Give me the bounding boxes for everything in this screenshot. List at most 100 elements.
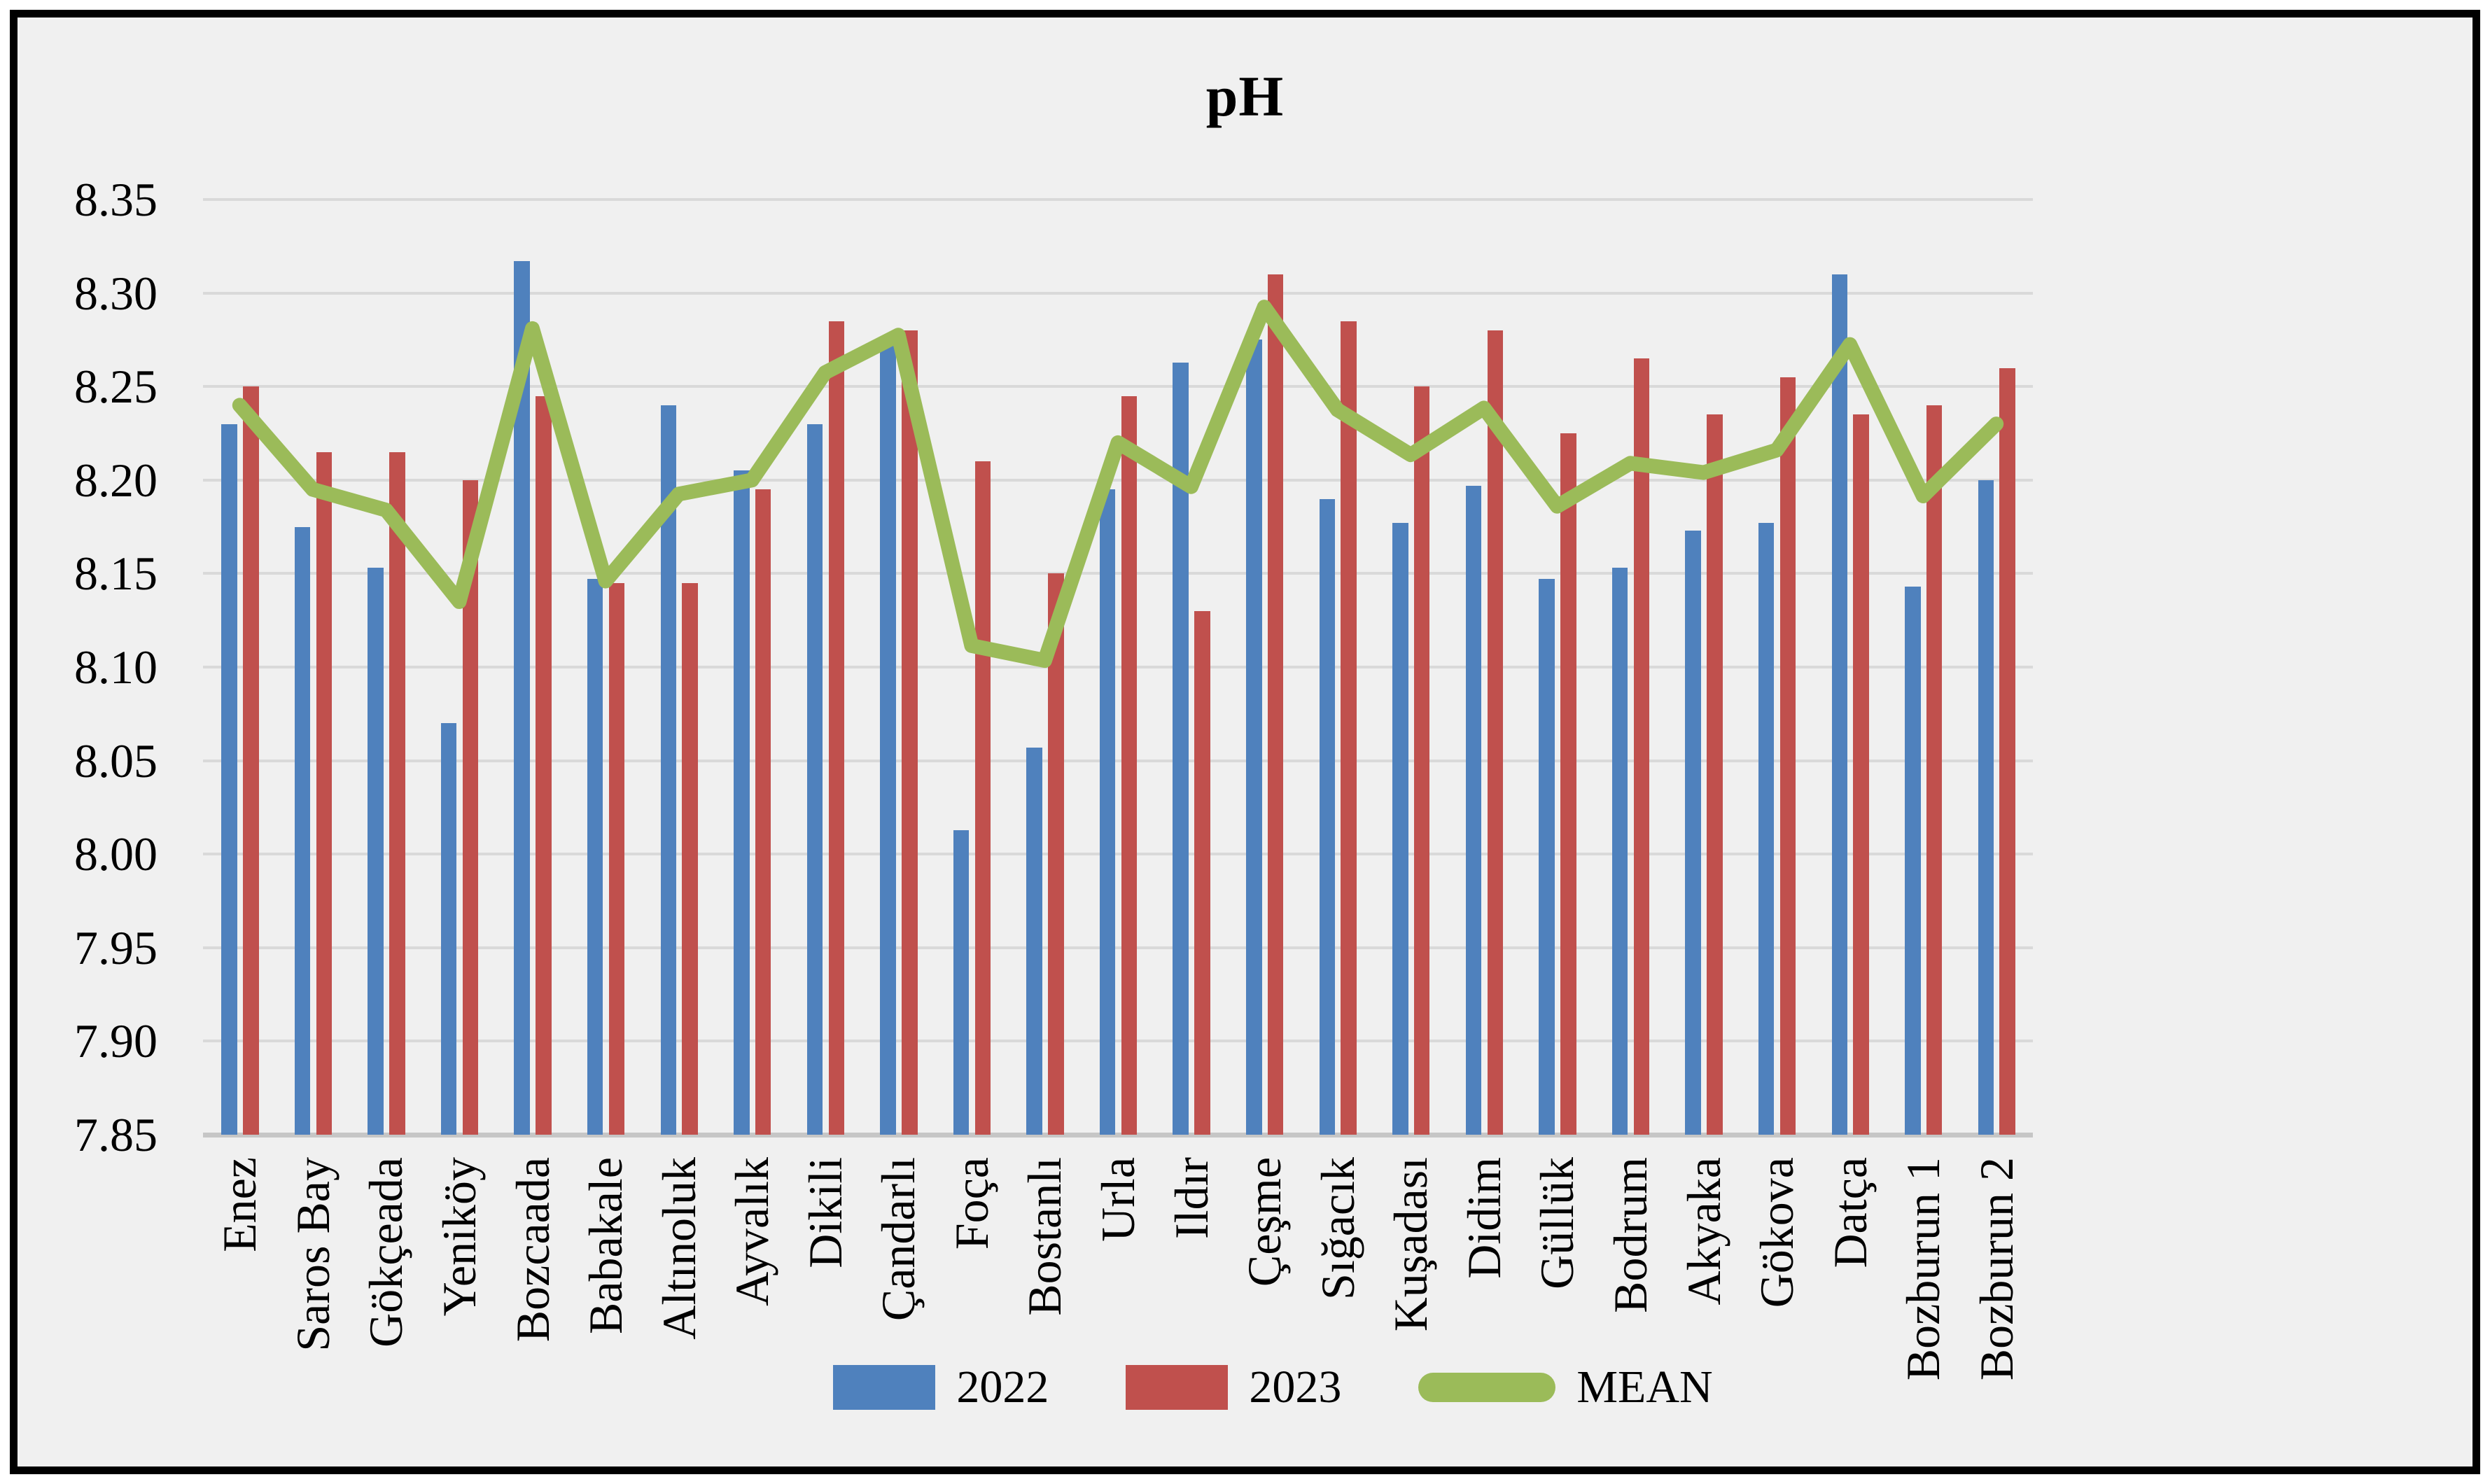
y-tick-label: 8.10 [74,640,158,694]
bar-2023-Sığacık [1341,321,1357,1135]
bar-2023-Didim [1487,330,1503,1135]
category-label-Saros Bay: Saros Bay [286,1157,340,1352]
plot-area [203,198,2033,1138]
bar-2023-Bozcaada [536,396,552,1135]
bar-2023-Bostanlı [1048,573,1064,1135]
category-label-Yeniköy: Yeniköy [433,1157,486,1317]
legend-swatch-mean-icon [1418,1373,1556,1402]
category-label-Ayvalık: Ayvalık [725,1157,779,1306]
category-label-Bodrum: Bodrum [1603,1157,1657,1313]
legend-label-2023: 2023 [1249,1362,1342,1413]
y-tick-label: 7.90 [74,1014,158,1068]
bar-2023-Akyaka [1707,414,1723,1135]
y-tick-label: 8.15 [74,547,158,601]
bar-2023-Foça [974,461,991,1135]
mean-line [232,300,2004,668]
bar-2022-Dikili [806,424,823,1135]
gridline [203,291,2033,295]
bar-2023-Enez [243,386,259,1135]
bar-2023-Bozburun 1 [1926,405,1943,1135]
category-label-Sığacık: Sığacık [1310,1157,1364,1300]
y-tick-label: 8.25 [74,360,158,414]
bar-2023-Bodrum [1633,358,1650,1135]
category-label-Çandarlı: Çandarlı [872,1157,925,1322]
y-tick-label: 7.85 [74,1108,158,1161]
y-tick-label: 8.35 [74,173,158,226]
y-tick-label: 8.05 [74,734,158,788]
legend-label-2022: 2022 [956,1362,1049,1413]
bar-2023-Gökçeada [389,451,405,1135]
bar-2022-Bostanlı [1026,747,1042,1135]
gridline [203,946,2033,949]
category-label-Kuşadası: Kuşadası [1384,1157,1438,1332]
category-label-Bozcaada: Bozcaada [505,1157,559,1343]
bar-2023-Dikili [828,321,844,1135]
bar-2022-Çandarlı [880,340,896,1135]
category-label-Akyaka: Akyaka [1677,1157,1730,1306]
bar-2022-Ayvalık [734,470,750,1135]
y-axis-labels: 8.35 8.30 8.25 8.20 8.15 8.10 8.05 8.00 7.95 7.90… [18,176,158,1158]
gridline [203,478,2033,482]
bar-2023-Babakale [608,582,625,1135]
category-label-Çeşme: Çeşme [1238,1157,1292,1287]
bar-2022-Datça [1831,274,1847,1135]
category-label-Dikili: Dikili [798,1157,852,1268]
bar-2022-Akyaka [1685,530,1701,1135]
legend-swatch-2022-icon [833,1365,936,1410]
gridline [203,853,2033,856]
bar-2022-Gökova [1758,523,1775,1135]
bar-2023-Çeşme [1267,274,1284,1135]
bar-2022-Yeniköy [440,723,457,1135]
bar-2022-Foça [953,830,970,1135]
bar-2022-Bozburun 2 [1978,479,1994,1135]
category-label-Datça: Datça [1823,1157,1877,1268]
category-label-Foça: Foça [944,1157,998,1250]
legend-swatch-2023-icon [1126,1365,1229,1410]
bar-2022-Ildır [1173,362,1189,1135]
bar-2022-Bozcaada [514,261,530,1135]
bar-2022-Altınoluk [660,405,676,1135]
category-label-Urla: Urla [1091,1157,1145,1242]
chart-frame: pH 8.35 8.30 8.25 8.20 8.15 8.10 8.05 8.00 7.95 7… [10,10,2480,1474]
legend-label-mean: MEAN [1576,1362,1713,1413]
gridline [203,666,2033,668]
x-axis-line [203,1133,2033,1138]
y-tick-label: 8.20 [74,453,158,507]
chart-title: pH [1205,64,1285,128]
bar-2022-Bozburun 1 [1905,587,1921,1135]
y-tick-label: 8.30 [74,266,158,320]
legend-item-2023: 2023 [1126,1364,1341,1410]
category-label-Güllük: Güllük [1530,1157,1584,1289]
bar-2022-Çeşme [1246,340,1262,1135]
category-label-Gökova: Gökova [1750,1157,1803,1308]
category-label-Bozburun 1: Bozburun 1 [1896,1157,1950,1381]
bar-2022-Bodrum [1611,568,1628,1135]
bar-2023-Yeniköy [462,479,479,1135]
category-label-Didim: Didim [1457,1157,1511,1279]
bar-2023-Güllük [1560,433,1576,1135]
bar-2022-Didim [1465,485,1482,1135]
legend: 2022 2023 MEAN [46,1356,2490,1419]
category-label-Bozburun 2: Bozburun 2 [1969,1157,2023,1381]
bar-2022-Kuşadası [1392,523,1408,1135]
bar-2023-Çandarlı [902,330,918,1135]
bar-2023-Kuşadası [1413,386,1430,1135]
legend-item-2022: 2022 [833,1364,1049,1410]
gridline [203,385,2033,388]
bar-2023-Datça [1853,414,1869,1135]
legend-item-mean: MEAN [1418,1362,1713,1413]
bar-2022-Enez [221,424,237,1135]
bar-2022-Gökçeada [368,568,384,1135]
mean-line-svg [232,300,2004,668]
bar-2022-Saros Bay [294,526,311,1135]
category-label-Bostanlı: Bostanlı [1018,1157,1072,1316]
category-label-Babakale: Babakale [579,1157,633,1334]
y-tick-label: 8.00 [74,827,158,881]
category-label-Ildır: Ildır [1164,1157,1218,1240]
bar-2022-Babakale [587,579,603,1135]
bar-2022-Sığacık [1319,498,1335,1135]
y-tick-label: 7.95 [74,920,158,974]
bar-2023-Urla [1121,396,1138,1135]
bar-2022-Urla [1099,489,1116,1135]
